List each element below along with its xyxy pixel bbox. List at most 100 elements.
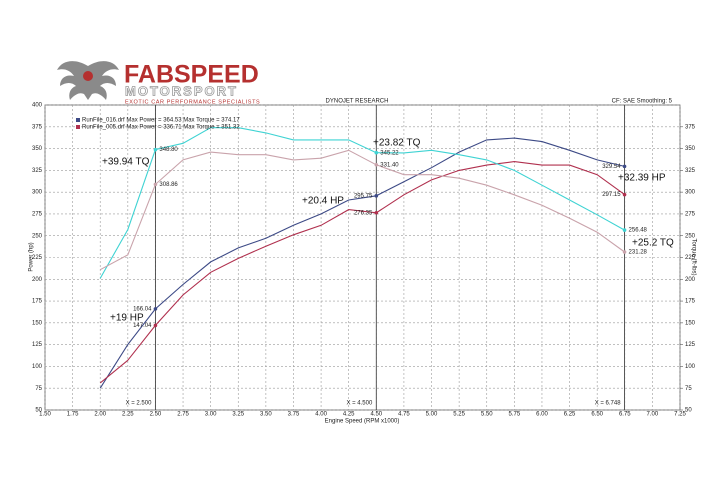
y-tick-label: 225: [32, 255, 43, 261]
value-label: 166.04: [133, 306, 152, 312]
logo-eye: [83, 71, 93, 81]
y2-axis-title: Torque (ft-lbs): [690, 238, 696, 275]
y-tick-label: 400: [32, 103, 43, 109]
logo-icon: [57, 61, 119, 100]
y2-tick-label: 275: [685, 212, 696, 218]
x-tick-label: 6.75: [619, 412, 631, 418]
annotation: +19 HP: [110, 313, 144, 324]
marker-point: [374, 150, 379, 155]
y-tick-label: 275: [32, 212, 43, 218]
cursor-label: X = 2.500: [126, 401, 153, 407]
x-tick-label: 3.75: [288, 412, 300, 418]
legend-swatch: [76, 118, 80, 122]
y-tick-label: 375: [32, 124, 43, 130]
x-tick-label: 2.50: [150, 412, 162, 418]
value-label: 297.15: [602, 192, 621, 198]
marker-point: [374, 210, 379, 215]
legend-text: RunFile_016.drf Max Power = 364.53 Max T…: [82, 118, 240, 124]
marker-point: [374, 162, 379, 167]
y2-tick-label: 325: [685, 168, 696, 174]
y-tick-label: 300: [32, 190, 43, 196]
annotation: +25.2 TQ: [632, 238, 674, 249]
x-tick-label: 6.25: [564, 412, 576, 418]
series-line: [99, 161, 625, 384]
marker-point: [153, 147, 158, 152]
y2-tick-label: 200: [685, 277, 696, 283]
x-tick-label: 3.50: [260, 412, 272, 418]
logo-line2: MOTORSPORT: [125, 83, 238, 98]
value-label: 276.35: [354, 210, 373, 216]
x-tick-label: 4.75: [398, 412, 410, 418]
series-line: [99, 149, 625, 271]
y-tick-label: 50: [35, 408, 42, 414]
value-label: 147.04: [133, 323, 152, 329]
x-tick-label: 5.50: [481, 412, 493, 418]
x-axis-title: Engine Speed (RPM x1000): [325, 419, 400, 425]
y2-tick-label: 375: [685, 124, 696, 130]
legend-text: RunFile_005.drf Max Power = 336.71 Max T…: [82, 125, 240, 131]
value-label: 256.48: [629, 228, 648, 234]
x-tick-label: 7.25: [674, 412, 686, 418]
y2-tick-label: 350: [685, 146, 696, 152]
x-tick-label: 6.00: [536, 412, 548, 418]
series-line: [99, 127, 625, 279]
logo-name: FABSPEED: [124, 61, 259, 89]
chart-title: DYNOJET RESEARCH: [326, 99, 389, 105]
logo: FABSPEED MOTORSPORT EXOTIC CAR PERFORMAN…: [57, 61, 260, 105]
x-tick-label: 3.25: [232, 412, 244, 418]
y-tick-label: 325: [32, 168, 43, 174]
y2-tick-label: 250: [685, 233, 696, 239]
marker-point: [622, 192, 627, 197]
y2-tick-label: 50: [685, 408, 692, 414]
series-line: [99, 137, 625, 389]
y2-tick-label: 150: [685, 320, 696, 326]
value-label: 308.86: [159, 182, 178, 188]
y-tick-label: 75: [35, 386, 42, 392]
value-label: 348.80: [159, 147, 178, 153]
y-tick-label: 175: [32, 299, 43, 305]
legend-swatch: [76, 125, 80, 129]
y2-tick-label: 125: [685, 342, 696, 348]
x-tick-label: 4.50: [370, 412, 382, 418]
value-label: 331.40: [380, 162, 399, 168]
y-axis-title: Power (hp): [29, 242, 35, 271]
y2-tick-label: 300: [685, 190, 696, 196]
annotation: +39.94 TQ: [102, 157, 150, 168]
cursor-label: X = 6.748: [595, 401, 622, 407]
x-tick-label: 3.00: [205, 412, 217, 418]
x-tick-label: 4.25: [343, 412, 355, 418]
x-tick-label: 2.75: [177, 412, 189, 418]
chart-subtitle: CF: SAE Smoothing: 5: [612, 99, 673, 105]
marker-point: [153, 323, 158, 328]
x-tick-label: 2.25: [122, 412, 134, 418]
marker-point: [153, 182, 158, 187]
y2-tick-label: 100: [685, 364, 696, 370]
x-tick-label: 2.00: [94, 412, 106, 418]
x-tick-label: 1.75: [67, 412, 79, 418]
marker-point: [153, 307, 158, 311]
marker-point: [374, 194, 379, 198]
annotation: +23.82 TQ: [373, 138, 421, 149]
annotation: +32.39 HP: [618, 173, 666, 184]
y2-tick-label: 75: [685, 386, 692, 392]
value-label: 345.22: [380, 150, 399, 156]
y-tick-label: 350: [32, 146, 43, 152]
x-tick-label: 1.50: [39, 412, 51, 418]
x-tick-label: 5.75: [509, 412, 521, 418]
y-tick-label: 100: [32, 364, 43, 370]
y-tick-label: 150: [32, 320, 43, 326]
marker-point: [622, 164, 627, 169]
cursor-label: X = 4.500: [346, 401, 373, 407]
annotation: +20.4 HP: [302, 196, 344, 207]
logo-tagline: EXOTIC CAR PERFORMANCE SPECIALISTS: [125, 99, 260, 105]
y-tick-label: 125: [32, 342, 43, 348]
x-tick-label: 5.25: [453, 412, 465, 418]
x-tick-label: 6.50: [591, 412, 603, 418]
x-tick-label: 4.00: [315, 412, 327, 418]
value-label: 329.54: [602, 164, 621, 170]
x-tick-label: 7.00: [647, 412, 659, 418]
y-tick-label: 250: [32, 233, 43, 239]
marker-point: [622, 250, 627, 254]
value-label: 231.28: [629, 250, 648, 256]
